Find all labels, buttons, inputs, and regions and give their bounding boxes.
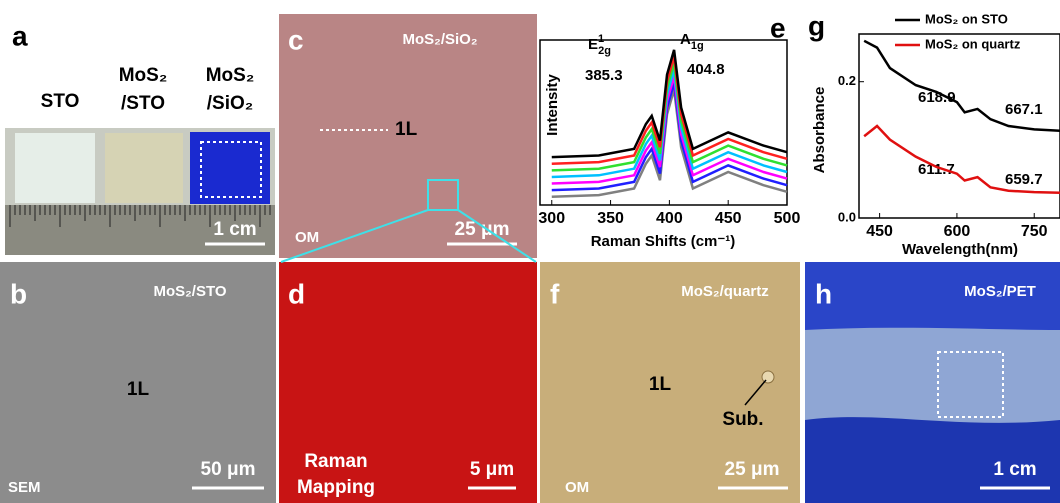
- absorbance-chart: g Absorbance Wavelength(nm) 618.9 667.1 …: [808, 10, 1060, 258]
- method: OM: [295, 229, 319, 246]
- y-tick-label: 0.2: [838, 73, 856, 88]
- plot-frame: [859, 34, 1060, 218]
- title: MoS₂/quartz: [681, 283, 769, 300]
- scale-label: 25 μm: [725, 459, 780, 480]
- label: /SiO₂: [207, 93, 253, 114]
- t: 1g: [691, 40, 704, 52]
- layer-label: 1L: [395, 119, 418, 140]
- panel-letter: b: [10, 278, 27, 309]
- series-line: [552, 76, 787, 183]
- x-tick-label: 300: [538, 210, 565, 227]
- scale-label: 5 μm: [470, 459, 514, 480]
- method: Mapping: [297, 477, 375, 498]
- panel-letter: e: [770, 12, 786, 43]
- panel-letter: c: [288, 24, 304, 55]
- layer-label: 1L: [649, 374, 672, 395]
- x-tick-label: 500: [774, 210, 801, 227]
- title: MoS₂/STO: [153, 283, 226, 300]
- x-tick-label: 400: [656, 210, 683, 227]
- panel-letter: g: [808, 10, 825, 41]
- peak-label: 667.1: [1005, 101, 1043, 118]
- x-tick-label: 450: [715, 210, 742, 227]
- t: E: [588, 36, 598, 53]
- t: 1: [598, 33, 604, 45]
- x-axis-label: Wavelength(nm): [902, 241, 1018, 258]
- panel-letter: a: [12, 20, 28, 51]
- figure: a STO MoS₂ /STO MoS₂ /SiO₂ 1 cm c MoS₂/S…: [0, 0, 1060, 503]
- peak-label: 385.3: [585, 67, 623, 84]
- legend-label: MoS₂ on quartz: [925, 36, 1021, 51]
- series-line: [552, 90, 787, 197]
- peak-label: 659.7: [1005, 171, 1043, 188]
- method: Raman: [304, 451, 367, 472]
- peak-label: 404.8: [687, 61, 725, 78]
- t: 2g: [598, 45, 611, 57]
- title: MoS₂/SiO₂: [403, 31, 478, 48]
- legend-label: MoS₂ on STO: [925, 11, 1008, 26]
- note: Sub.: [722, 409, 763, 430]
- method: SEM: [8, 479, 41, 496]
- label: /STO: [121, 93, 165, 114]
- x-tick-label: 350: [597, 210, 624, 227]
- scale-label: 25 μm: [455, 219, 510, 240]
- scale-label: 50 μm: [201, 459, 256, 480]
- scale-label: 1 cm: [213, 219, 256, 240]
- panel-letter: h: [815, 278, 832, 309]
- layer-label: 1L: [127, 379, 150, 400]
- label: MoS₂: [119, 65, 168, 86]
- substrate-spot: [762, 371, 774, 383]
- x-tick-label: 450: [866, 223, 893, 240]
- mode-label: A1g: [680, 31, 704, 52]
- x-axis-label: Raman Shifts (cm⁻¹): [591, 233, 736, 250]
- scale-label: 1 cm: [993, 459, 1036, 480]
- label: MoS₂: [206, 65, 255, 86]
- peak-label: 611.7: [918, 161, 955, 178]
- label: STO: [41, 91, 80, 112]
- series-line: [552, 83, 787, 190]
- y-axis-label: Intensity: [544, 74, 561, 136]
- panel-letter: d: [288, 278, 305, 309]
- method: OM: [565, 479, 589, 496]
- panel-letter: f: [550, 278, 560, 309]
- title: MoS₂/PET: [964, 283, 1036, 300]
- mos2-sto-substrate: [105, 133, 183, 203]
- x-tick-label: 750: [1021, 223, 1048, 240]
- y-axis-label: Absorbance: [811, 87, 828, 174]
- y-tick-label: 0.0: [838, 209, 856, 224]
- x-tick-label: 600: [944, 223, 971, 240]
- sto-substrate: [15, 133, 95, 203]
- series-line: [552, 70, 787, 177]
